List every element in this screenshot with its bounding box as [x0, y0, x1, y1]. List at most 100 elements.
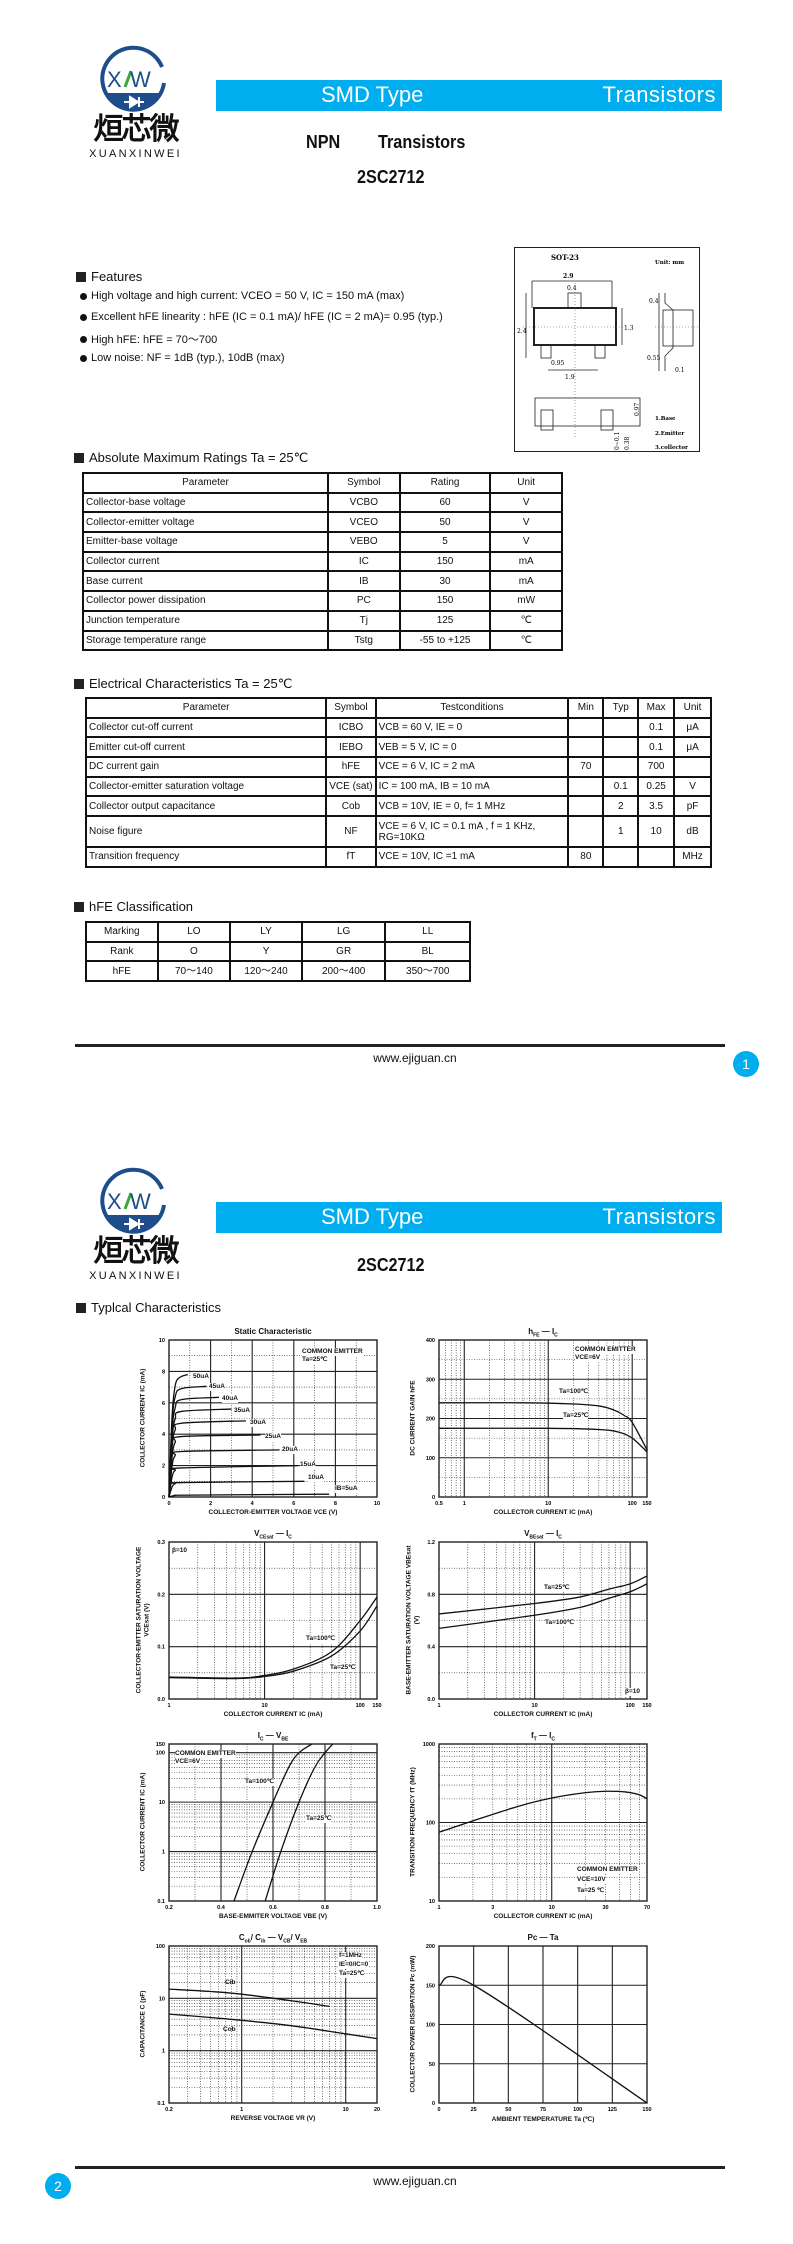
plot-frame	[438, 1541, 648, 1700]
y-axis-label: BASE-EMITTER SATURATION VOLTAGE VBEsat (…	[405, 1545, 421, 1695]
table-row: Collector cut-off current ICBO VCB = 60 V,…	[84, 716, 712, 739]
dim-label: 0.38	[624, 436, 631, 450]
y-tick-label: 0	[432, 1495, 435, 1501]
table-row: Emitter-base voltage VEBO 5 V	[82, 531, 563, 553]
y-tick-label: 10	[429, 1899, 435, 1905]
table-cell: 150	[398, 550, 492, 573]
table-cell: Base current	[82, 570, 329, 593]
x-tick-label: 4	[251, 1501, 255, 1507]
series-label: 10uA	[308, 1474, 324, 1482]
x-tick-label: 10	[374, 1501, 380, 1507]
y-tick-label: 1.2	[427, 1540, 435, 1546]
x-tick-label: 0	[437, 2107, 440, 2113]
svg-text:X: X	[107, 67, 122, 92]
table-cell: 10	[637, 815, 676, 849]
table-cell: Rank	[85, 940, 159, 963]
x-axis-label: BASE-EMMITER VOLTAGE VBE (V)	[218, 1913, 328, 1920]
y-axis-label: CAPACITANCE C (pF)	[139, 1990, 147, 2058]
table-row: Collector-base voltage VCBO 60 V	[82, 491, 563, 514]
company-logo: X W 烜芯微 XUANXINWEI	[82, 1165, 189, 1287]
y-axis-label: COLLECTOR POWER DISSIPATION Pc (mW)	[409, 1955, 417, 2093]
table-cell	[567, 815, 605, 849]
table-cell	[567, 795, 605, 818]
x-tick-label: 100	[626, 1703, 635, 1709]
table-cell: VCE = 6 V, IC = 0.1 mA , f = 1 KHz, RG=1…	[374, 815, 570, 849]
series-label: Cib	[225, 1979, 236, 1986]
series-label: Ta=25℃	[563, 1412, 589, 1420]
y-axis-label: COLLECTOR CURRENT IC (mA)	[139, 1368, 147, 1468]
x-tick-label: 100	[573, 2107, 582, 2113]
y-tick-label: 0	[432, 2101, 435, 2107]
series-label: Ta=25℃	[544, 1584, 570, 1592]
table-cell: 70	[567, 756, 605, 778]
logo-emblem-icon: X W	[100, 45, 166, 112]
table-cell: Parameter	[84, 697, 328, 719]
svg-text:W: W	[130, 1189, 151, 1214]
table-row: Noise figure NF VCE = 6 V, IC = 0.1 mA , f…	[84, 815, 712, 849]
annotation: VCE=6V	[575, 1354, 601, 1362]
table-cell: 0.1	[602, 775, 640, 798]
y-tick-label: 100	[426, 1821, 435, 1827]
annotation: VCE=6V	[175, 1758, 201, 1766]
header-smd-type: SMD Type	[321, 1204, 424, 1229]
y-tick-label: 0.0	[427, 1697, 435, 1703]
y-tick-label: 0	[162, 1495, 165, 1501]
y-tick-label: 8	[162, 1369, 165, 1375]
table-cell: ℃	[489, 629, 563, 652]
table-cell: NF	[325, 815, 377, 849]
x-tick-label: 1	[437, 1905, 440, 1911]
footer-url[interactable]: www.ejiguan.cn	[373, 2174, 457, 2188]
logo-text-en: XUANXINWEI	[89, 1270, 182, 1282]
table-cell: Junction temperature	[82, 609, 329, 632]
header-bar: SMD Type Transistors	[216, 1202, 722, 1233]
grid	[169, 1744, 377, 1901]
chart-title: Static Characteristic	[234, 1327, 312, 1336]
series-label: 35uA	[234, 1407, 250, 1415]
table-cell: 200～400	[300, 960, 387, 983]
table-cell: Collector output capacitance	[84, 795, 328, 818]
table-cell: hFE	[85, 960, 159, 983]
table-cell: Parameter	[82, 472, 329, 494]
plot-frame	[168, 1945, 378, 2104]
series-line-15ua	[168, 1464, 298, 1498]
table-cell: 0.1	[637, 716, 676, 739]
y-tick-label: 6	[162, 1401, 165, 1407]
y-tick-label: 400	[426, 1338, 435, 1344]
x-tick-label: 0.5	[435, 1501, 443, 1507]
table-row: Storage temperature range Tstg -55 to +125…	[82, 629, 563, 652]
chart-vcesat-vs-ic: 1 10 100 150 0.0 0.1 0.2 0.3 VCEsat — IC COLLEC…	[136, 1529, 382, 1718]
series-line-30ua	[168, 1420, 246, 1498]
annotation: Ta=25℃	[339, 1970, 365, 1978]
table-header-row: Parameter Symbol Testconditions Min Typ Max Un…	[84, 697, 712, 719]
table-cell: μA	[673, 716, 712, 739]
x-tick-label: 6	[292, 1501, 295, 1507]
table-cell: 2	[602, 795, 640, 818]
table-cell: ℃	[489, 609, 563, 632]
y-tick-label: 0.4	[427, 1645, 436, 1651]
series-label: Ta=100℃	[306, 1635, 336, 1643]
x-tick-label: 20	[374, 2107, 380, 2113]
x-tick-label: 0.8	[321, 1905, 329, 1911]
y-tick-label: 100	[156, 1944, 165, 1950]
table-cell: 30	[398, 570, 492, 593]
feature-item: High voltage and high current: VCEO = 50…	[80, 290, 404, 302]
table-cell: mA	[489, 550, 563, 573]
table-cell: 120～240	[229, 960, 303, 983]
table-cell: VCE = 10V, IC =1 mA	[374, 846, 570, 868]
table-cell: Unit	[673, 697, 712, 719]
x-tick-label: 70	[644, 1905, 650, 1911]
series-label: 40uA	[222, 1395, 238, 1403]
feature-text: Excellent hFE linearity : hFE (IC = 0.1 …	[91, 311, 443, 323]
features-heading: Features	[76, 269, 142, 284]
footer-url[interactable]: www.ejiguan.cn	[373, 1051, 457, 1065]
table-cell: 0.1	[637, 736, 676, 759]
y-tick-label: 200	[426, 1417, 435, 1423]
table-row: Base current IB 30 mA	[82, 570, 563, 593]
series-label: Ta=100℃	[245, 1778, 275, 1786]
pin-label: 3.collector	[655, 445, 688, 451]
table-cell: IC = 100 mA, IB = 10 mA	[374, 775, 570, 798]
table-cell	[602, 756, 640, 778]
chart-plot: 0.5 1 10 100 150 0 100 200 300 400	[426, 1338, 652, 1507]
x-axis-label: COLLECTOR CURRENT IC (mA)	[493, 1711, 593, 1718]
feature-item: High hFE: hFE = 70～700	[80, 331, 217, 347]
